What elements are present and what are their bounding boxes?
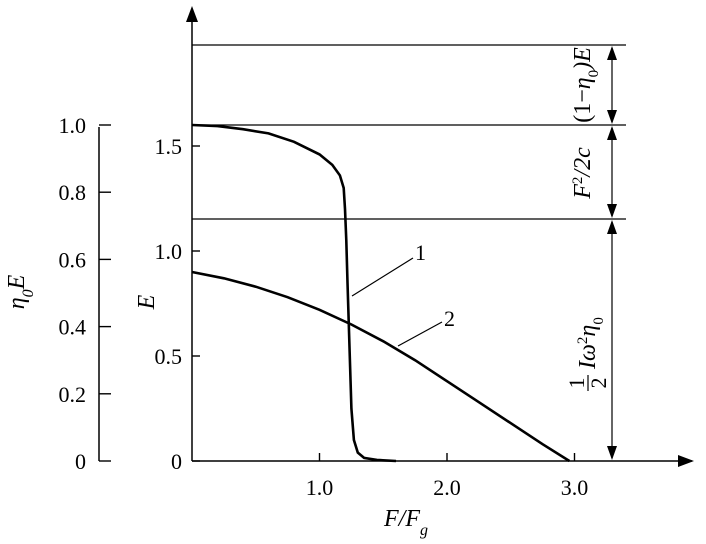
e-tick-label: 1.5 [155,134,183,159]
e-tick-label: 1.0 [155,239,183,264]
bracket-middle [607,126,617,218]
svg-text:Iω2η0: Iω2η0 [575,317,607,370]
x-tick-label: 3.0 [561,475,589,500]
eta-tick-label: 0.6 [59,247,87,272]
eta-tick-group: 0 0.2 0.4 0.6 0.8 1.0 [59,113,111,474]
eta-tick-label: 0.2 [59,382,87,407]
x-axis-label: F/Fg [383,506,428,539]
bracket-bottom-label: 1 2 Iω2η0 [564,317,611,391]
bracket-middle-label: F2/2c [570,147,596,200]
bracket-top [607,46,617,124]
bracket-bottom [607,220,617,460]
eta-tick-label: 0.8 [59,180,87,205]
e-tick-group: 0 0.5 1.0 1.5 [155,134,200,474]
eta-axis-label: η0E [4,274,37,309]
series-1-line [191,123,397,463]
series-1-leader [351,257,414,297]
series-1-label: 1 [415,240,426,265]
e-axis-label: E [134,294,160,310]
series-2-leader [397,321,443,347]
e-tick-label: 0 [171,449,182,474]
svg-text:1: 1 [564,378,589,389]
series-2-label: 2 [444,306,455,331]
eta-tick-label: 1.0 [59,113,87,138]
x-tick-group: 1.0 2.0 3.0 [306,453,589,500]
eta-tick-label: 0.4 [59,315,87,340]
e-tick-label: 0.5 [155,344,183,369]
series-2-line [191,270,571,463]
e-axis-arrow-icon [186,6,198,22]
x-tick-label: 2.0 [433,475,461,500]
x-axis-arrow-icon [678,455,694,467]
eta-tick-label: 0 [75,449,86,474]
bracket-top-label: (1−η0)E [570,47,602,123]
svg-text:2: 2 [586,378,611,389]
x-tick-label: 1.0 [306,475,334,500]
